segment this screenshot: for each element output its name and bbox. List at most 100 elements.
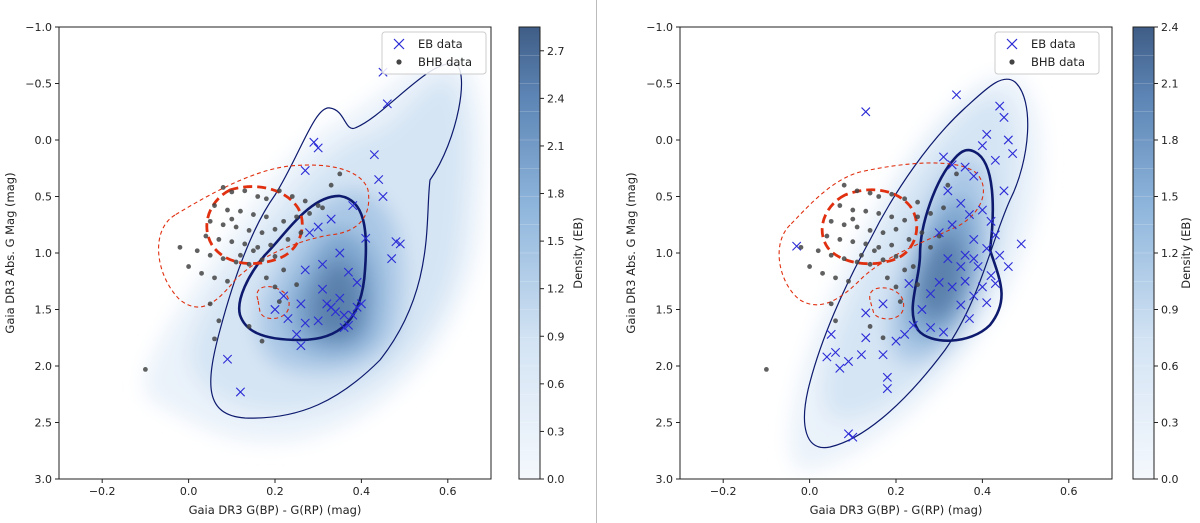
eb-point [882, 372, 892, 382]
bhb-point [833, 318, 838, 324]
bhb-point [897, 299, 903, 304]
right-eb-outer-contour [803, 78, 1029, 449]
eb-point [843, 429, 854, 439]
bhb-point [798, 244, 804, 250]
eb-point [313, 143, 323, 153]
right-eb-density-fill [790, 75, 1042, 471]
right-bhb-points [764, 171, 959, 372]
bhb-point [328, 182, 334, 188]
bhb-point [207, 218, 213, 224]
y-tick-label: 0.0 [35, 134, 53, 147]
eb-point [995, 101, 1005, 111]
bhb-point [272, 226, 278, 232]
bhb-point [242, 241, 248, 247]
colorbar-tick-label: 0.0 [1161, 473, 1179, 486]
eb-point [938, 327, 949, 337]
y-tick-label: 0.0 [656, 134, 674, 147]
eb-point [322, 299, 332, 309]
x-tick-label: 0.4 [974, 485, 992, 498]
eb-point [1003, 261, 1013, 272]
left-contours [158, 63, 463, 419]
left-colorbar: 0.0 0.3 0.6 0.9 1.2 1.5 1.8 2.1 2.4 2.7 Density (… [518, 26, 585, 486]
eb-point [343, 267, 354, 277]
eb-point [326, 214, 336, 224]
eb-point [977, 282, 987, 292]
bhb-point [889, 242, 895, 248]
bhb-point [915, 214, 920, 220]
bhb-point [828, 301, 834, 307]
bhb-point [846, 278, 851, 284]
bhb-point [893, 226, 899, 232]
bhb-point [216, 318, 222, 324]
colorbar-tick-label: 2.4 [1161, 21, 1179, 34]
bhb-point [824, 233, 830, 239]
left-bhb-points [143, 171, 343, 372]
eb-point [891, 336, 901, 346]
eb-point [861, 107, 871, 117]
bhb-point [263, 196, 269, 202]
eb-point [982, 298, 992, 308]
left-eb-outer-contour [210, 63, 463, 419]
left-colorbar-fill [519, 27, 540, 479]
bhb-point [281, 267, 287, 273]
y-tick-label: 1.0 [656, 247, 674, 260]
eb-point [369, 150, 379, 160]
colorbar-tick-label: 0.9 [547, 330, 565, 343]
colorbar-tick-label: 0.0 [547, 473, 565, 486]
bhb-point [850, 216, 856, 222]
bhb-point [880, 230, 886, 236]
bhb-point [902, 267, 908, 273]
left-bhb-inner-contour [205, 185, 304, 265]
bhb-point [272, 284, 278, 290]
y-tick-label: 3.0 [35, 473, 53, 486]
eb-point [395, 239, 405, 249]
bhb-point [837, 203, 843, 208]
eb-point [882, 384, 892, 394]
eb-point [826, 329, 836, 339]
colorbar-tick-label: 2.1 [1161, 78, 1179, 91]
bhb-point [238, 208, 243, 214]
y-tick-label: −1.0 [646, 21, 673, 34]
eb-point [900, 329, 910, 339]
eb-point [934, 277, 944, 287]
colorbar-tick-label: 0.3 [1161, 417, 1179, 430]
bhb-point [876, 211, 882, 216]
bhb-point [207, 301, 213, 307]
eb-point [296, 341, 306, 351]
eb-point [956, 198, 966, 208]
bhb-point [893, 284, 899, 290]
colorbar-tick-label: 1.2 [1161, 247, 1179, 260]
y-tick-label: 1.5 [35, 304, 53, 317]
bhb-point [294, 214, 299, 220]
left-chart-panel: −0.2 0.0 0.2 0.4 0.6 −1.0 −0.5 0.0 0.5 1.0 1.5 2.0… [3, 21, 585, 517]
eb-point [352, 302, 362, 312]
eb-point [391, 237, 401, 247]
bhb-point [872, 248, 877, 254]
bhb-point [216, 237, 222, 242]
left-colorbar-ticks: 0.0 0.3 0.6 0.9 1.2 1.5 1.8 2.1 2.4 2.7 [540, 45, 565, 486]
bhb-point [225, 207, 230, 213]
bhb-point [315, 203, 321, 208]
left-eb-points [222, 67, 405, 397]
right-colorbar-ticks: 0.0 0.3 0.6 0.9 1.2 1.5 1.8 2.1 2.4 [1154, 21, 1179, 486]
eb-point [938, 152, 949, 162]
left-y-axis-ticks: −1.0 −0.5 0.0 0.5 1.0 1.5 2.0 2.5 3.0 [25, 21, 59, 486]
right-colorbar-bands [1133, 54, 1154, 452]
bhb-point [255, 194, 261, 199]
eb-point [964, 209, 975, 220]
x-tick-label: 0.0 [801, 485, 819, 498]
bhb-point [815, 248, 821, 254]
colorbar-tick-label: 1.8 [1161, 134, 1179, 147]
eb-point [335, 248, 345, 258]
bhb-point [242, 188, 248, 194]
bhb-point [807, 264, 812, 269]
eb-point [292, 329, 302, 339]
bhb-point [212, 275, 217, 281]
bhb-point [820, 270, 825, 276]
eb-point [917, 304, 927, 315]
y-tick-label: 1.0 [35, 247, 53, 260]
eb-point [969, 291, 979, 301]
bhb-point [255, 244, 261, 250]
x-tick-label: 0.6 [439, 485, 457, 498]
bhb-point [837, 237, 843, 242]
